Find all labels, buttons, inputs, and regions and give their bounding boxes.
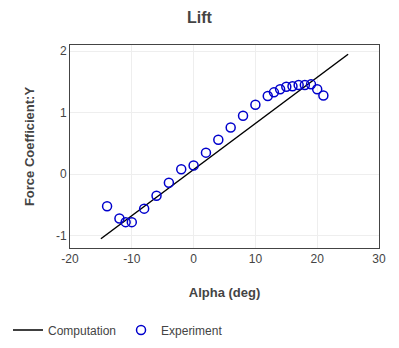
svg-text:10: 10 — [249, 252, 263, 266]
svg-text:-1: -1 — [56, 229, 67, 243]
svg-text:1: 1 — [60, 106, 67, 120]
svg-text:Force Coefficient:Y: Force Coefficient:Y — [22, 87, 37, 207]
svg-text:-10: -10 — [123, 252, 141, 266]
svg-text:Alpha (deg): Alpha (deg) — [189, 285, 261, 300]
svg-text:0: 0 — [190, 252, 197, 266]
svg-text:Lift: Lift — [187, 9, 213, 26]
svg-text:20: 20 — [311, 252, 325, 266]
svg-text:-20: -20 — [61, 252, 79, 266]
svg-text:2: 2 — [60, 44, 67, 58]
svg-text:Experiment: Experiment — [161, 324, 222, 338]
svg-text:30: 30 — [372, 252, 386, 266]
svg-text:0: 0 — [60, 167, 67, 181]
svg-text:Computation: Computation — [48, 324, 116, 338]
